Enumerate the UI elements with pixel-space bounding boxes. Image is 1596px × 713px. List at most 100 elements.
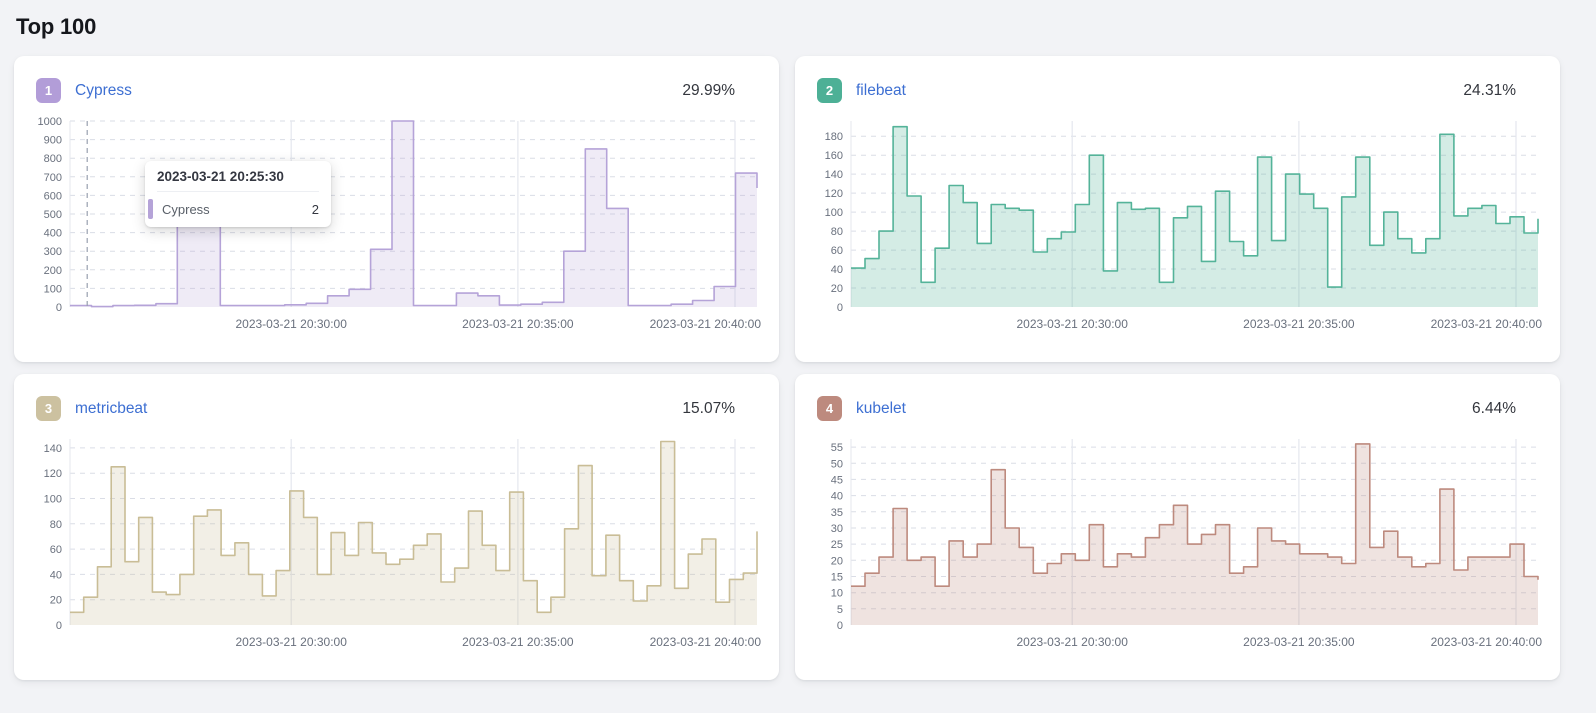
chart-area[interactable]: 0 20 40 60 80 100 120 140 160 180 2023-03-21 20:30… — [811, 111, 1544, 341]
svg-text:2023-03-21 20:30:00: 2023-03-21 20:30:00 — [1016, 317, 1128, 331]
tooltip-series-label: Cypress — [162, 201, 210, 217]
rank-badge: 3 — [36, 396, 61, 421]
tooltip-series-row: Cypress 2 — [148, 192, 319, 219]
svg-text:30: 30 — [831, 523, 843, 535]
svg-text:2023-03-21 20:35:00: 2023-03-21 20:35:00 — [1243, 317, 1355, 331]
tooltip-series-value: 2 — [311, 201, 319, 217]
card-header: 2 filebeat 24.31% — [817, 78, 1538, 103]
svg-text:800: 800 — [44, 153, 62, 165]
svg-text:600: 600 — [44, 190, 62, 202]
y-grid-and-ticks: 0 5 10 15 20 25 30 35 40 45 50 55 — [831, 442, 1538, 632]
svg-text:0: 0 — [837, 620, 843, 632]
percent-value: 6.44% — [1472, 399, 1516, 417]
svg-text:100: 100 — [44, 283, 62, 295]
svg-text:120: 120 — [825, 188, 843, 200]
svg-text:100: 100 — [825, 207, 843, 219]
svg-text:40: 40 — [831, 264, 843, 276]
metric-card-metricbeat: 3 metricbeat 15.07% 0 20 40 60 80 100 120 140 20… — [14, 374, 779, 680]
svg-text:40: 40 — [50, 569, 62, 581]
card-header: 3 metricbeat 15.07% — [36, 396, 757, 421]
metric-card-kubelet: 4 kubelet 6.44% 0 5 10 15 20 25 30 35 40 45 50 55 20… — [795, 374, 1560, 680]
page-title: Top 100 — [16, 14, 97, 39]
svg-text:40: 40 — [831, 491, 843, 503]
chart-area[interactable]: 0 5 10 15 20 25 30 35 40 45 50 55 2023-03-21 20:30:0… — [811, 429, 1544, 659]
svg-text:2023-03-21 20:30:00: 2023-03-21 20:30:00 — [235, 317, 347, 331]
svg-text:55: 55 — [831, 442, 843, 454]
svg-text:20: 20 — [831, 555, 843, 567]
step-area-chart: 0 100 200 300 400 500 600 700 800 900 1000 2023-03-… — [38, 116, 762, 331]
rank-badge: 2 — [817, 78, 842, 103]
y-grid-and-ticks: 0 20 40 60 80 100 120 140 160 180 — [825, 131, 1538, 314]
svg-text:2023-03-21 20:35:00: 2023-03-21 20:35:00 — [462, 317, 574, 331]
metric-card-Cypress: 1 Cypress 29.99% 0 100 200 300 400 500 600 700 8… — [14, 56, 779, 362]
series-area-fill — [851, 126, 1538, 307]
svg-text:0: 0 — [56, 620, 62, 632]
top-100-page: Top 100 1 Cypress 29.99% 0 100 200 300 400 50… — [14, 14, 1582, 680]
svg-text:0: 0 — [56, 302, 62, 314]
step-area-chart: 0 5 10 15 20 25 30 35 40 45 50 55 2023-03-21 20:30:0… — [831, 439, 1543, 649]
svg-text:60: 60 — [50, 544, 62, 556]
rank-badge: 4 — [817, 396, 842, 421]
metric-name-link[interactable]: metricbeat — [75, 399, 148, 417]
svg-text:2023-03-21 20:40:00: 2023-03-21 20:40:00 — [650, 635, 762, 649]
cards-grid: 1 Cypress 29.99% 0 100 200 300 400 500 600 700 8… — [14, 56, 1582, 680]
series-step-line — [851, 125, 1539, 288]
svg-text:2023-03-21 20:30:00: 2023-03-21 20:30:00 — [235, 635, 347, 649]
metric-name-link[interactable]: filebeat — [856, 81, 906, 99]
chart-tooltip: 2023-03-21 20:25:30 Cypress 2 — [145, 161, 331, 227]
svg-text:140: 140 — [44, 443, 62, 455]
series-area-fill — [70, 441, 757, 625]
metric-name-link[interactable]: kubelet — [856, 399, 906, 417]
svg-text:2023-03-21 20:40:00: 2023-03-21 20:40:00 — [1431, 635, 1543, 649]
svg-text:80: 80 — [831, 226, 843, 238]
svg-text:200: 200 — [44, 265, 62, 277]
percent-value: 29.99% — [682, 81, 735, 99]
percent-value: 24.31% — [1463, 81, 1516, 99]
svg-text:700: 700 — [44, 172, 62, 184]
svg-text:180: 180 — [825, 131, 843, 143]
svg-text:5: 5 — [837, 604, 843, 616]
svg-text:900: 900 — [44, 135, 62, 147]
svg-text:35: 35 — [831, 507, 843, 519]
svg-text:100: 100 — [44, 494, 62, 506]
svg-text:0: 0 — [837, 302, 843, 314]
svg-text:2023-03-21 20:35:00: 2023-03-21 20:35:00 — [462, 635, 574, 649]
svg-text:300: 300 — [44, 246, 62, 258]
svg-text:60: 60 — [831, 245, 843, 257]
series-step-line — [851, 443, 1539, 587]
x-grid-and-labels: 2023-03-21 20:30:00 2023-03-21 20:35:00 20… — [69, 439, 762, 649]
svg-text:2023-03-21 20:35:00: 2023-03-21 20:35:00 — [1243, 635, 1355, 649]
svg-text:2023-03-21 20:30:00: 2023-03-21 20:30:00 — [1016, 635, 1128, 649]
svg-text:20: 20 — [50, 595, 62, 607]
tooltip-timestamp: 2023-03-21 20:25:30 — [157, 169, 319, 192]
svg-text:1000: 1000 — [38, 116, 62, 128]
svg-text:2023-03-21 20:40:00: 2023-03-21 20:40:00 — [650, 317, 762, 331]
series-color-chip — [148, 199, 153, 219]
svg-text:160: 160 — [825, 150, 843, 162]
x-grid-and-labels: 2023-03-21 20:30:00 2023-03-21 20:35:00 20… — [850, 121, 1543, 331]
series-step-line — [70, 440, 758, 614]
svg-text:400: 400 — [44, 228, 62, 240]
svg-text:80: 80 — [50, 519, 62, 531]
metric-card-filebeat: 2 filebeat 24.31% 0 20 40 60 80 100 120 140 160 1… — [795, 56, 1560, 362]
svg-text:15: 15 — [831, 572, 843, 584]
rank-badge: 1 — [36, 78, 61, 103]
svg-text:10: 10 — [831, 588, 843, 600]
percent-value: 15.07% — [682, 399, 735, 417]
card-header: 4 kubelet 6.44% — [817, 396, 1538, 421]
chart-area[interactable]: 0 20 40 60 80 100 120 140 2023-03-21 20:30:00 202… — [30, 429, 763, 659]
svg-text:45: 45 — [831, 474, 843, 486]
metric-name-link[interactable]: Cypress — [75, 81, 132, 99]
svg-text:2023-03-21 20:40:00: 2023-03-21 20:40:00 — [1431, 317, 1543, 331]
svg-text:25: 25 — [831, 539, 843, 551]
svg-text:20: 20 — [831, 283, 843, 295]
svg-text:140: 140 — [825, 169, 843, 181]
card-header: 1 Cypress 29.99% — [36, 78, 757, 103]
x-grid-and-labels: 2023-03-21 20:30:00 2023-03-21 20:35:00 20… — [69, 121, 762, 331]
x-grid-and-labels: 2023-03-21 20:30:00 2023-03-21 20:35:00 20… — [850, 439, 1543, 649]
series-area-fill — [851, 443, 1538, 625]
chart-area[interactable]: 0 100 200 300 400 500 600 700 800 900 1000 2023-03-… — [30, 111, 763, 341]
svg-text:50: 50 — [831, 458, 843, 470]
svg-text:500: 500 — [44, 209, 62, 221]
